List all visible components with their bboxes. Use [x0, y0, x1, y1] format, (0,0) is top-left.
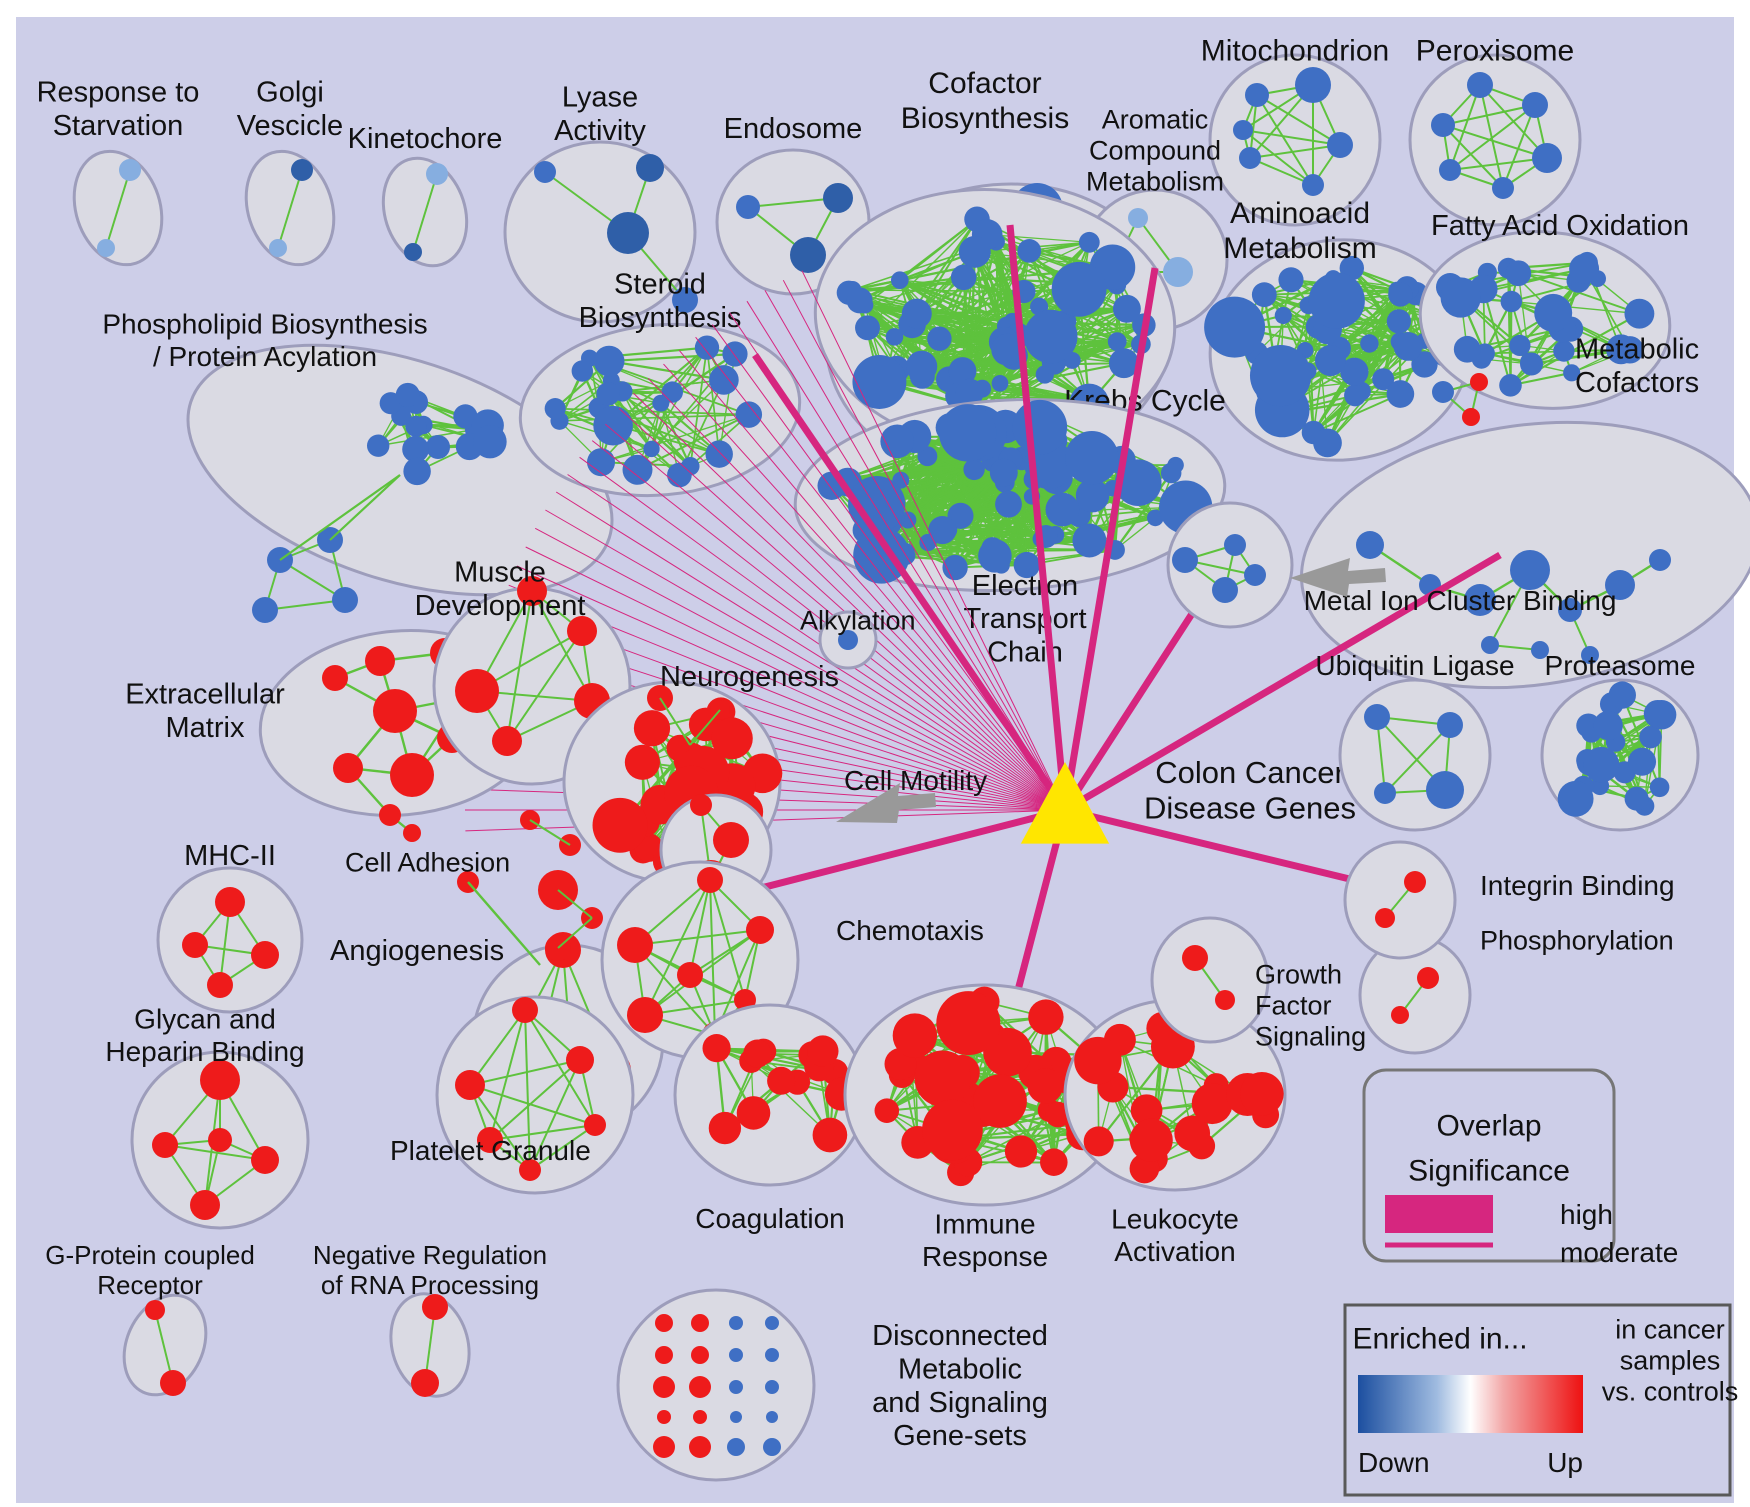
svg-text:Gene-sets: Gene-sets	[893, 1420, 1027, 1452]
svg-text:Overlap: Overlap	[1436, 1110, 1541, 1143]
svg-text:G-Protein coupled: G-Protein coupled	[45, 1240, 255, 1270]
svg-text:Development: Development	[415, 590, 586, 622]
svg-text:Kinetochore: Kinetochore	[348, 123, 503, 155]
svg-text:Metabolism: Metabolism	[1223, 232, 1376, 265]
svg-text:Metabolic: Metabolic	[898, 1354, 1022, 1386]
svg-text:of RNA Processing: of RNA Processing	[321, 1270, 539, 1300]
svg-text:Metal Ion Cluster Binding: Metal Ion Cluster Binding	[1304, 585, 1617, 616]
svg-text:Platelet Granule: Platelet Granule	[390, 1135, 591, 1166]
svg-text:Matrix: Matrix	[166, 712, 245, 744]
svg-text:Response to: Response to	[37, 77, 200, 109]
svg-text:Immune: Immune	[934, 1209, 1035, 1240]
svg-text:Negative Regulation: Negative Regulation	[313, 1240, 547, 1270]
svg-text:Golgi: Golgi	[256, 77, 324, 109]
svg-text:Down: Down	[1358, 1447, 1430, 1478]
svg-text:Glycan and: Glycan and	[134, 1004, 276, 1035]
svg-text:Lyase: Lyase	[562, 82, 638, 114]
svg-text:Chemotaxis: Chemotaxis	[836, 915, 984, 946]
svg-text:Integrin Binding: Integrin Binding	[1480, 870, 1675, 901]
svg-text:Angiogenesis: Angiogenesis	[330, 935, 504, 967]
svg-text:Fatty Acid Oxidation: Fatty Acid Oxidation	[1431, 210, 1689, 242]
svg-text:Colon Cancer: Colon Cancer	[1155, 755, 1345, 790]
svg-text:Steroid: Steroid	[614, 269, 706, 301]
svg-text:Heparin Binding: Heparin Binding	[105, 1036, 304, 1067]
svg-text:Endosome: Endosome	[724, 113, 863, 145]
svg-text:Extracellular: Extracellular	[125, 679, 285, 711]
svg-text:Cofactors: Cofactors	[1575, 367, 1699, 399]
svg-text:Activation: Activation	[1114, 1236, 1235, 1267]
svg-text:Peroxisome: Peroxisome	[1416, 35, 1574, 68]
svg-text:Neurogenesis: Neurogenesis	[660, 661, 839, 693]
svg-text:Metabolism: Metabolism	[1086, 167, 1224, 197]
svg-text:Growth: Growth	[1255, 959, 1342, 989]
svg-text:Compound: Compound	[1089, 135, 1221, 165]
svg-text:vs. controls: vs. controls	[1602, 1377, 1739, 1407]
svg-text:Up: Up	[1547, 1447, 1583, 1478]
svg-text:Cell Adhesion: Cell Adhesion	[345, 848, 510, 878]
svg-text:Receptor: Receptor	[97, 1270, 203, 1300]
svg-text:/ Protein Acylation: / Protein Acylation	[153, 341, 377, 372]
svg-text:Phospholipid Biosynthesis: Phospholipid Biosynthesis	[102, 309, 427, 340]
svg-text:Transport: Transport	[963, 603, 1086, 635]
svg-text:Phosphorylation: Phosphorylation	[1480, 926, 1674, 956]
svg-text:Starvation: Starvation	[53, 110, 184, 142]
svg-text:Biosynthesis: Biosynthesis	[579, 302, 742, 334]
svg-text:Biosynthesis: Biosynthesis	[901, 102, 1069, 135]
svg-text:high: high	[1560, 1199, 1613, 1230]
svg-text:Enriched in...: Enriched in...	[1352, 1323, 1527, 1356]
svg-text:Muscle: Muscle	[454, 557, 546, 589]
svg-text:in cancer: in cancer	[1615, 1314, 1725, 1344]
svg-text:Signaling: Signaling	[1255, 1022, 1366, 1052]
svg-text:Disease Genes: Disease Genes	[1144, 791, 1356, 826]
svg-text:Activity: Activity	[554, 115, 646, 147]
svg-text:Factor: Factor	[1255, 991, 1332, 1021]
svg-text:MHC-II: MHC-II	[184, 840, 276, 872]
svg-text:Proteasome: Proteasome	[1545, 650, 1696, 681]
svg-text:Cell Motility: Cell Motility	[844, 765, 987, 796]
svg-text:samples: samples	[1620, 1346, 1721, 1376]
svg-text:moderate: moderate	[1560, 1237, 1678, 1268]
svg-text:Significance: Significance	[1408, 1155, 1570, 1188]
svg-text:and Signaling: and Signaling	[872, 1387, 1048, 1419]
svg-text:Alkylation: Alkylation	[800, 606, 916, 636]
svg-text:Aromatic: Aromatic	[1102, 104, 1209, 134]
svg-text:Coagulation: Coagulation	[695, 1203, 844, 1234]
svg-text:Cofactor: Cofactor	[928, 67, 1041, 100]
svg-text:Aminoacid: Aminoacid	[1230, 197, 1370, 230]
svg-text:Metabolic: Metabolic	[1575, 334, 1699, 366]
svg-text:Response: Response	[922, 1241, 1048, 1272]
svg-text:Electron: Electron	[972, 570, 1078, 602]
svg-text:Vescicle: Vescicle	[237, 110, 343, 142]
svg-text:Leukocyte: Leukocyte	[1111, 1204, 1239, 1235]
svg-text:Ubiquitin Ligase: Ubiquitin Ligase	[1315, 650, 1514, 681]
svg-text:Mitochondrion: Mitochondrion	[1201, 35, 1389, 68]
svg-text:Disconnected: Disconnected	[872, 1320, 1048, 1352]
